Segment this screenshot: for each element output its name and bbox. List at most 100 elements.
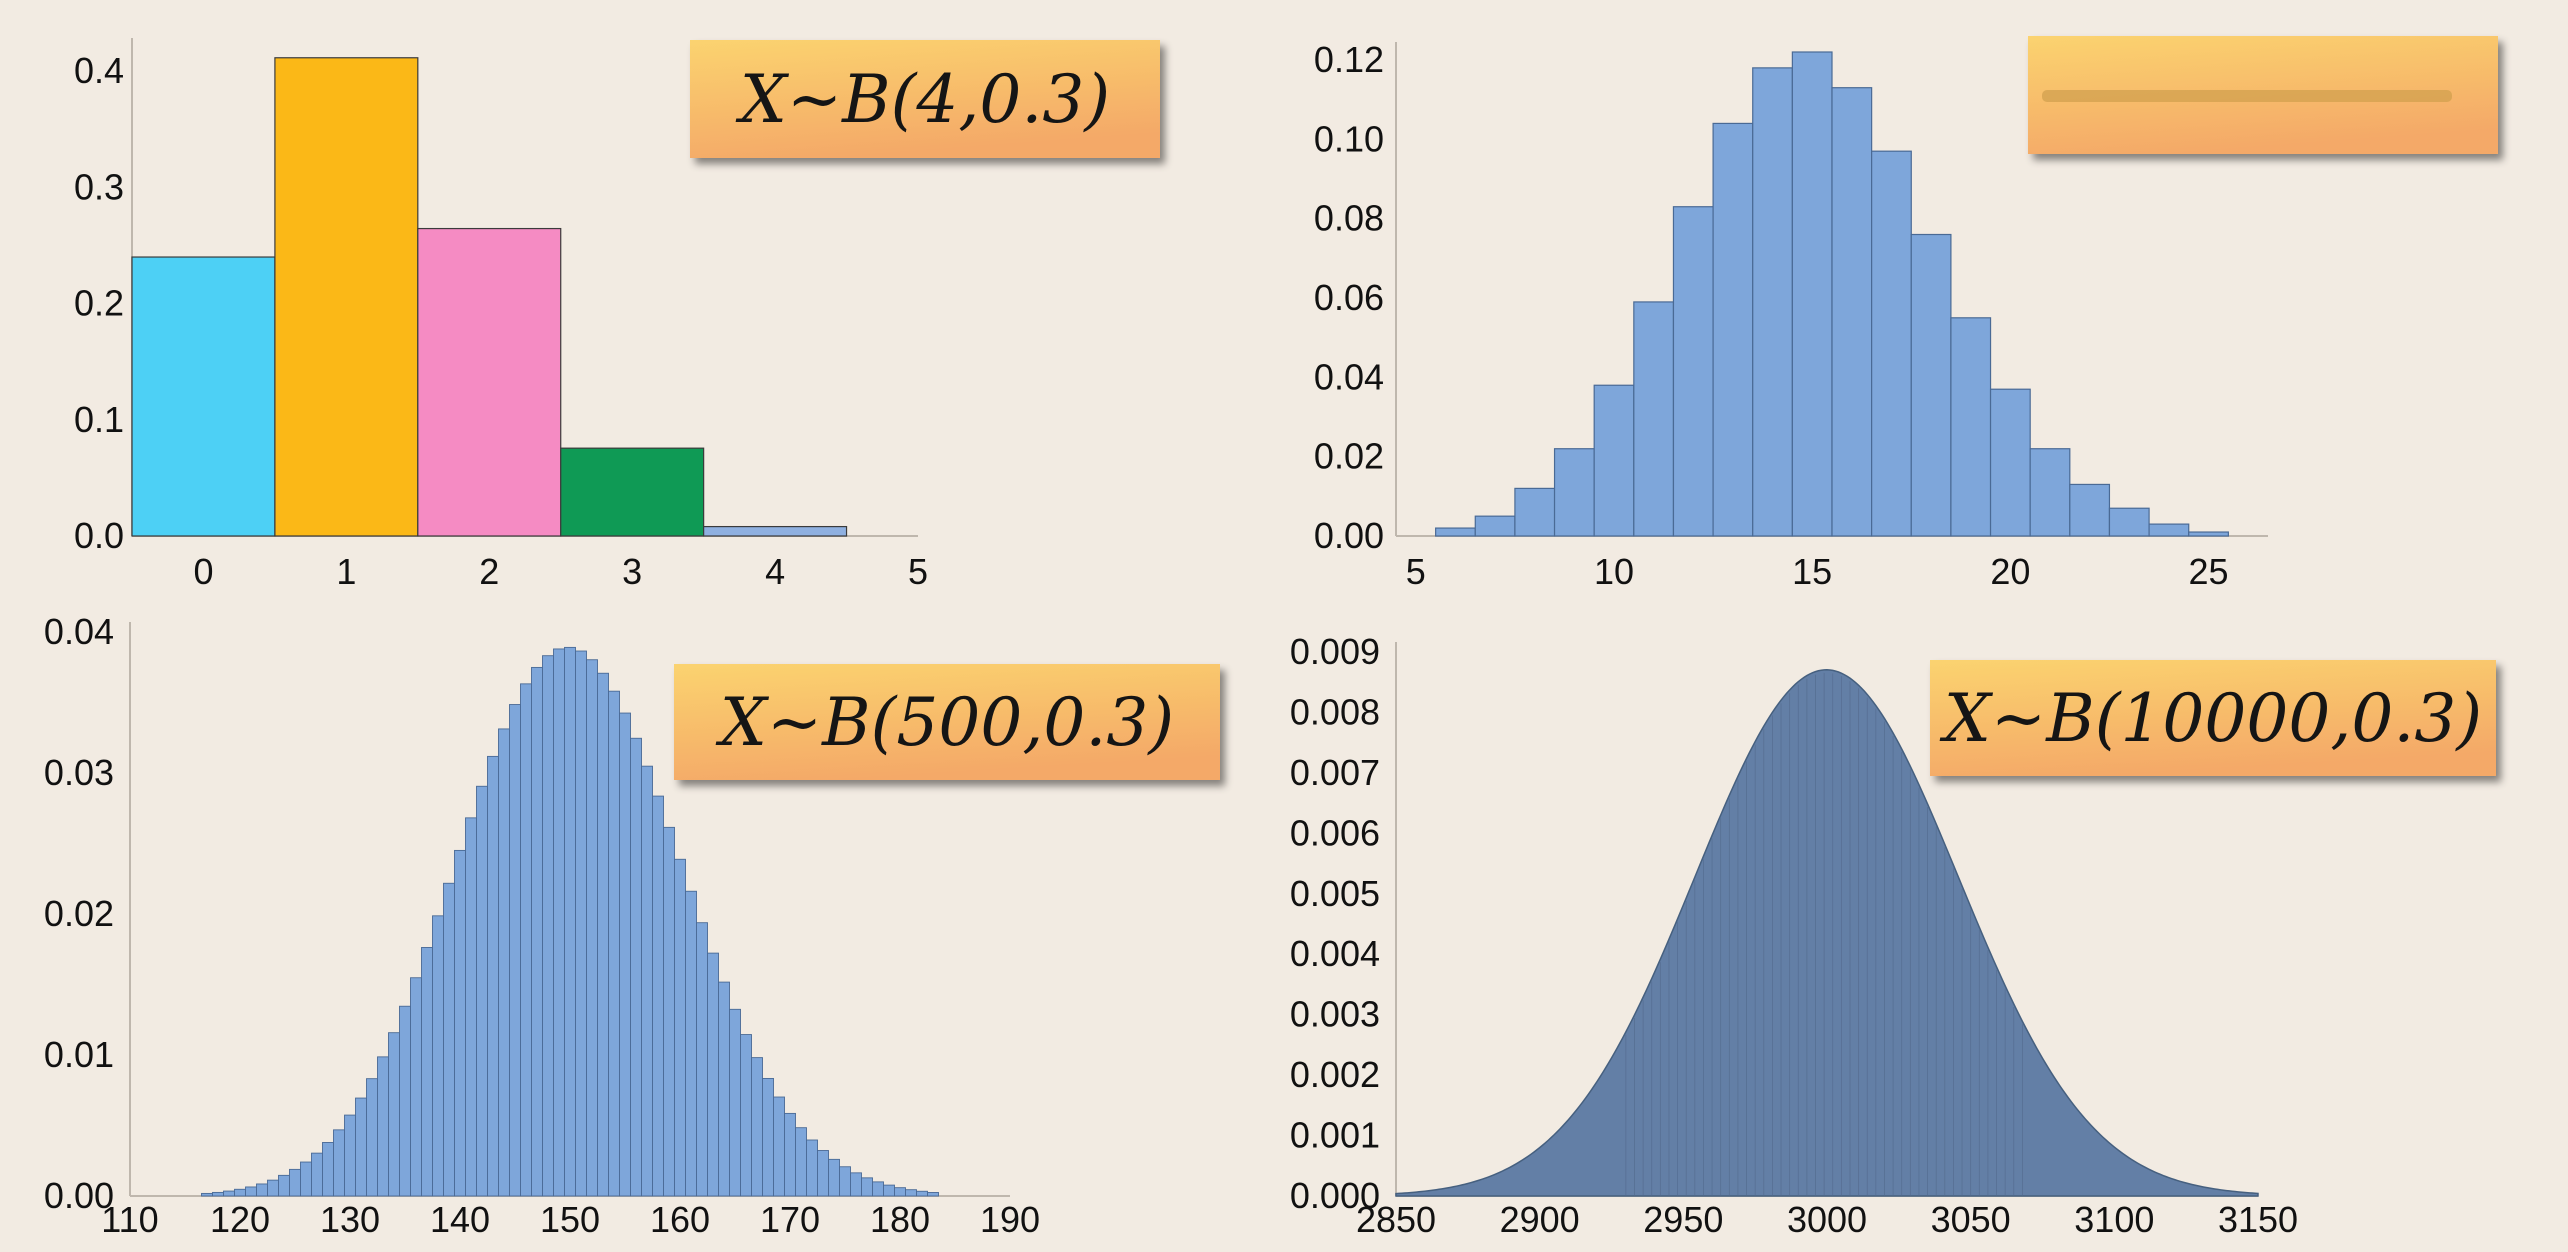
x-tick-label: 2 bbox=[479, 551, 499, 592]
x-tick-label: 2950 bbox=[1643, 1199, 1723, 1240]
bar-x-3 bbox=[560, 447, 705, 537]
x-tick-label: 10 bbox=[1594, 551, 1634, 592]
bar-x-135 bbox=[399, 1005, 411, 1197]
y-tick-label: 0.0 bbox=[74, 515, 124, 556]
chart-panel-b-10000: 0.000 0.001 0.002 0.003 0.004 0.005 0.006 0.007… bbox=[1290, 631, 2496, 1240]
y-tick-label: 0.007 bbox=[1290, 752, 1380, 793]
bar-x-163 bbox=[707, 952, 719, 1197]
bar-x-17 bbox=[1871, 150, 1912, 537]
y-tick-label: 0.004 bbox=[1290, 933, 1380, 974]
chart-title: X~B(4,0.3) bbox=[735, 61, 1110, 138]
x-tick-label: 15 bbox=[1792, 551, 1832, 592]
x-tick-label: 130 bbox=[320, 1199, 380, 1240]
bar-x-155 bbox=[619, 712, 631, 1197]
title-box bbox=[1930, 660, 2496, 776]
bar-x-143 bbox=[487, 755, 499, 1197]
bar-x-16 bbox=[1831, 87, 1873, 537]
bar-x-13 bbox=[1712, 122, 1754, 537]
bar-x-156 bbox=[630, 737, 642, 1197]
bar-x-160 bbox=[674, 858, 686, 1197]
bar-x-169 bbox=[773, 1096, 785, 1197]
y-tick-label: 0.003 bbox=[1290, 994, 1380, 1035]
x-tick-label: 20 bbox=[1990, 551, 2030, 592]
bar-x-10 bbox=[1593, 384, 1635, 537]
bar-x-18 bbox=[1910, 233, 1952, 537]
bar-x-130 bbox=[344, 1114, 356, 1197]
bar-x-7 bbox=[1474, 515, 1516, 537]
bar-x-182 bbox=[916, 1190, 928, 1197]
bar-x-180 bbox=[894, 1187, 906, 1197]
bar-x-23 bbox=[2108, 507, 2150, 537]
bar-x-173 bbox=[817, 1150, 829, 1197]
bar-x-174 bbox=[828, 1158, 840, 1197]
y-tick-label: 0.009 bbox=[1290, 631, 1380, 672]
bar-x-149 bbox=[553, 648, 565, 1197]
distribution-area bbox=[1395, 669, 2259, 1197]
y-tick-label: 0.006 bbox=[1290, 812, 1380, 853]
bar-x-141 bbox=[465, 817, 477, 1197]
x-tick-label: 150 bbox=[540, 1199, 600, 1240]
y-tick-label: 0.03 bbox=[44, 752, 114, 793]
bar-x-179 bbox=[883, 1184, 895, 1197]
x-tick-label: 5 bbox=[908, 551, 928, 592]
bar-x-176 bbox=[850, 1172, 862, 1197]
bar-x-134 bbox=[388, 1032, 400, 1197]
chart-title: X~B(10000,0.3) bbox=[1939, 680, 2482, 757]
x-tick-label: 1 bbox=[336, 551, 356, 592]
bar-x-178 bbox=[872, 1181, 884, 1197]
x-tick-label: 170 bbox=[760, 1199, 820, 1240]
bar-x-183 bbox=[927, 1192, 939, 1197]
bar-x-127 bbox=[311, 1152, 323, 1197]
bar-x-147 bbox=[531, 666, 543, 1197]
bar-x-137 bbox=[421, 947, 433, 1197]
bar-x-175 bbox=[839, 1166, 851, 1197]
bar-x-24 bbox=[2148, 523, 2190, 537]
bar-x-129 bbox=[333, 1129, 345, 1197]
bar-x-126 bbox=[300, 1161, 312, 1197]
bar-x-12 bbox=[1672, 206, 1714, 537]
bar-x-128 bbox=[322, 1142, 334, 1197]
bar-x-15 bbox=[1791, 51, 1833, 537]
bar-x-167 bbox=[751, 1057, 763, 1197]
y-tick-label: 0.1 bbox=[74, 399, 124, 440]
bar-x-20 bbox=[1989, 388, 2031, 537]
y-tick-label: 0.08 bbox=[1314, 198, 1384, 239]
bar-x-123 bbox=[267, 1179, 279, 1197]
bar-x-164 bbox=[718, 981, 730, 1197]
bar-x-0 bbox=[131, 256, 276, 537]
bar-x-166 bbox=[740, 1034, 752, 1197]
bar-x-120 bbox=[234, 1188, 246, 1197]
bar-x-125 bbox=[289, 1168, 301, 1197]
bar-x-118 bbox=[212, 1191, 224, 1197]
x-tick-label: 180 bbox=[870, 1199, 930, 1240]
chart-panel-b-4: 0.0 0.1 0.2 0.3 0.4 0 1 2 3 4 5 X~B(4,0.3) bbox=[74, 38, 1160, 592]
bar-x-11 bbox=[1633, 301, 1675, 537]
bar-x-158 bbox=[652, 795, 664, 1197]
y-tick-label: 0.02 bbox=[44, 893, 114, 934]
bar-x-22 bbox=[2069, 483, 2111, 537]
bar-x-119 bbox=[223, 1190, 235, 1197]
x-tick-label: 3150 bbox=[2218, 1199, 2298, 1240]
y-tick-label: 0.04 bbox=[1314, 356, 1384, 397]
y-tick-label: 0.00 bbox=[1314, 515, 1384, 556]
bar-x-2 bbox=[417, 227, 562, 537]
x-tick-label: 4 bbox=[765, 551, 785, 592]
x-tick-label: 3050 bbox=[1931, 1199, 2011, 1240]
bar-x-124 bbox=[278, 1174, 290, 1197]
x-tick-label: 3 bbox=[622, 551, 642, 592]
bar-x-132 bbox=[366, 1078, 378, 1197]
bar-x-14 bbox=[1752, 67, 1793, 537]
bar-x-151 bbox=[575, 650, 587, 1197]
bar-x-153 bbox=[597, 672, 609, 1197]
bar-x-122 bbox=[256, 1183, 268, 1197]
bar-x-177 bbox=[861, 1177, 873, 1197]
bar-x-136 bbox=[410, 977, 422, 1197]
chart-title: X~B(500,0.3) bbox=[715, 684, 1174, 761]
x-tick-label: 140 bbox=[430, 1199, 490, 1240]
x-tick-label: 110 bbox=[101, 1199, 158, 1240]
y-tick-label: 0.02 bbox=[1314, 436, 1384, 477]
x-tick-label: 3100 bbox=[2074, 1199, 2154, 1240]
bar-x-154 bbox=[608, 690, 620, 1197]
bar-x-162 bbox=[696, 922, 708, 1197]
